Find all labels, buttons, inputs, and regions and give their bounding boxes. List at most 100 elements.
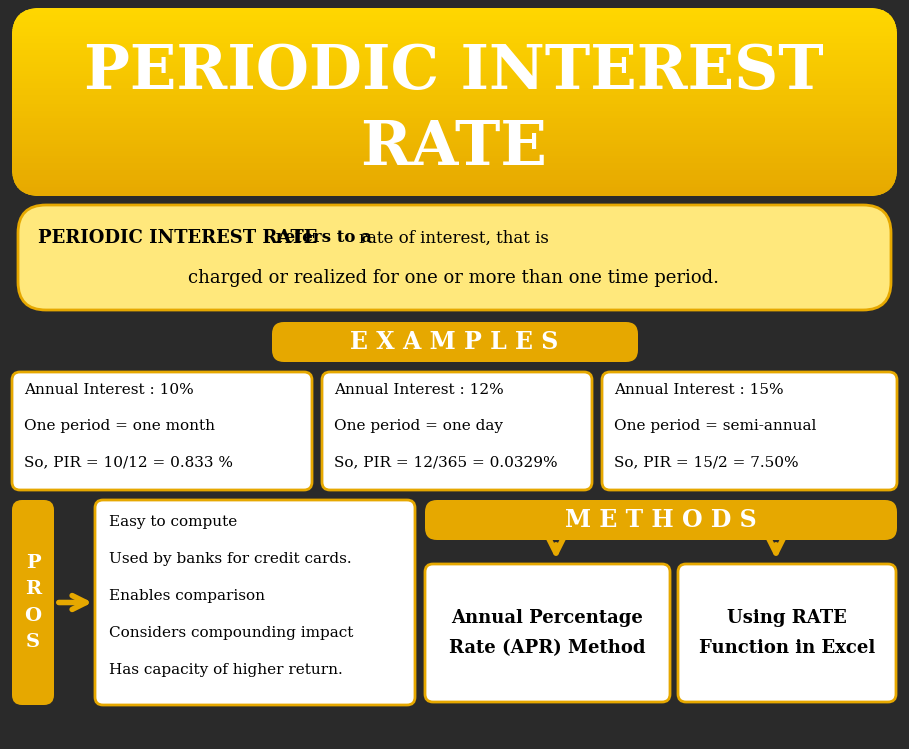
- Text: rate of interest, that is: rate of interest, that is: [359, 229, 549, 246]
- Bar: [12, 121, 897, 124]
- Bar: [12, 135, 897, 139]
- Text: Enables comparison: Enables comparison: [109, 589, 265, 603]
- Bar: [12, 191, 897, 195]
- Bar: [12, 187, 897, 190]
- FancyBboxPatch shape: [95, 500, 415, 705]
- Text: Annual Interest : 10%: Annual Interest : 10%: [24, 383, 194, 397]
- Text: One period = semi-annual: One period = semi-annual: [614, 419, 816, 433]
- Bar: [12, 62, 897, 65]
- FancyBboxPatch shape: [272, 322, 638, 362]
- Bar: [12, 126, 897, 129]
- Text: So, PIR = 15/2 = 7.50%: So, PIR = 15/2 = 7.50%: [614, 455, 799, 469]
- Bar: [12, 189, 897, 192]
- FancyBboxPatch shape: [18, 205, 891, 310]
- FancyBboxPatch shape: [678, 564, 896, 702]
- Bar: [12, 13, 897, 16]
- Bar: [12, 180, 897, 183]
- Bar: [12, 142, 897, 145]
- Bar: [12, 64, 897, 67]
- Bar: [12, 128, 897, 131]
- Bar: [12, 52, 897, 56]
- Bar: [12, 93, 897, 96]
- Text: PERIODIC INTEREST RATE: PERIODIC INTEREST RATE: [38, 229, 317, 247]
- Bar: [12, 168, 897, 172]
- Text: So, PIR = 12/365 = 0.0329%: So, PIR = 12/365 = 0.0329%: [334, 455, 557, 469]
- Bar: [12, 133, 897, 136]
- Text: charged or realized for one or more than one time period.: charged or realized for one or more than…: [188, 269, 720, 287]
- Text: Annual Interest : 15%: Annual Interest : 15%: [614, 383, 784, 397]
- Text: One period = one month: One period = one month: [24, 419, 215, 433]
- Bar: [12, 172, 897, 176]
- Bar: [12, 95, 897, 98]
- Text: Annual Percentage
Rate (APR) Method: Annual Percentage Rate (APR) Method: [449, 610, 645, 657]
- Bar: [12, 194, 897, 197]
- FancyBboxPatch shape: [12, 372, 312, 490]
- Bar: [12, 17, 897, 21]
- Bar: [12, 71, 897, 75]
- Bar: [12, 38, 897, 42]
- Bar: [12, 46, 897, 49]
- Text: E X A M P L E S: E X A M P L E S: [350, 330, 558, 354]
- Bar: [12, 15, 897, 19]
- Bar: [12, 112, 897, 115]
- Bar: [12, 104, 897, 108]
- Bar: [12, 29, 897, 32]
- FancyBboxPatch shape: [322, 372, 592, 490]
- Bar: [12, 8, 897, 11]
- Bar: [12, 69, 897, 73]
- Bar: [12, 34, 897, 37]
- Bar: [12, 43, 897, 46]
- Bar: [12, 48, 897, 51]
- Bar: [12, 90, 897, 94]
- Bar: [12, 27, 897, 30]
- Bar: [12, 67, 897, 70]
- Bar: [12, 100, 897, 103]
- Bar: [12, 50, 897, 54]
- Text: Easy to compute: Easy to compute: [109, 515, 237, 529]
- Bar: [12, 154, 897, 157]
- Bar: [12, 130, 897, 133]
- Bar: [12, 109, 897, 112]
- Bar: [12, 158, 897, 162]
- Bar: [12, 36, 897, 40]
- Bar: [12, 137, 897, 141]
- Text: So, PIR = 10/12 = 0.833 %: So, PIR = 10/12 = 0.833 %: [24, 455, 233, 469]
- Bar: [12, 22, 897, 25]
- Bar: [12, 74, 897, 77]
- FancyBboxPatch shape: [602, 372, 897, 490]
- Bar: [12, 81, 897, 84]
- Bar: [12, 83, 897, 87]
- Bar: [12, 88, 897, 91]
- Bar: [12, 175, 897, 178]
- FancyBboxPatch shape: [425, 564, 670, 702]
- Bar: [12, 163, 897, 166]
- Text: Has capacity of higher return.: Has capacity of higher return.: [109, 663, 343, 677]
- FancyBboxPatch shape: [425, 500, 897, 540]
- Bar: [12, 60, 897, 63]
- Bar: [12, 145, 897, 148]
- Bar: [12, 31, 897, 35]
- Bar: [12, 139, 897, 143]
- Text: Considers compounding impact: Considers compounding impact: [109, 626, 354, 640]
- Bar: [12, 55, 897, 58]
- Bar: [12, 10, 897, 13]
- Bar: [12, 151, 897, 155]
- Bar: [12, 76, 897, 79]
- Bar: [12, 184, 897, 187]
- Bar: [12, 118, 897, 122]
- Bar: [12, 182, 897, 185]
- Bar: [12, 178, 897, 181]
- Bar: [12, 170, 897, 174]
- FancyBboxPatch shape: [12, 8, 897, 196]
- Text: One period = one day: One period = one day: [334, 419, 503, 433]
- Bar: [12, 116, 897, 119]
- Text: Annual Interest : 12%: Annual Interest : 12%: [334, 383, 504, 397]
- Bar: [12, 102, 897, 106]
- Text: Using RATE
Function in Excel: Using RATE Function in Excel: [699, 610, 875, 657]
- Bar: [12, 97, 897, 100]
- Bar: [12, 58, 897, 61]
- Text: M E T H O D S: M E T H O D S: [565, 508, 757, 532]
- Bar: [12, 156, 897, 160]
- Bar: [12, 161, 897, 164]
- Bar: [12, 85, 897, 89]
